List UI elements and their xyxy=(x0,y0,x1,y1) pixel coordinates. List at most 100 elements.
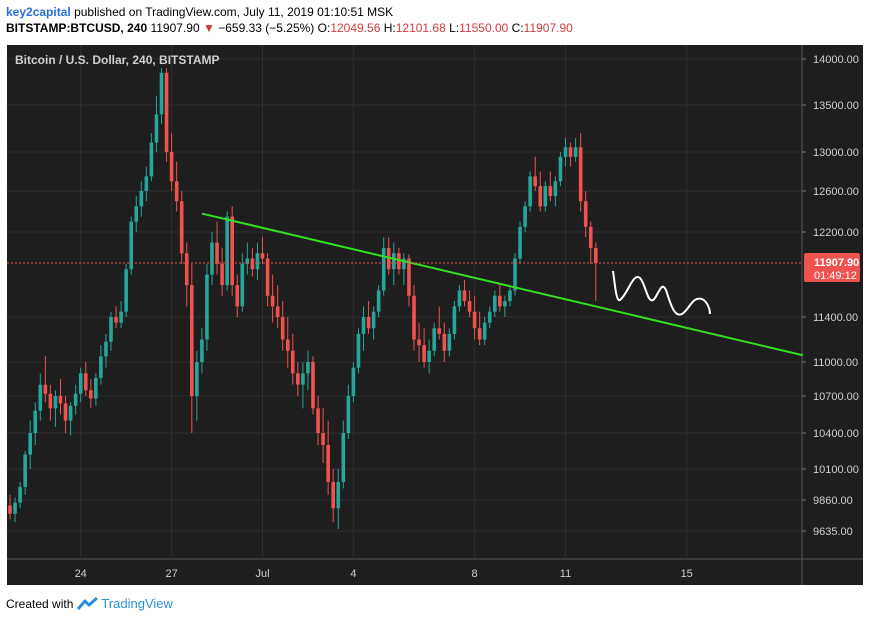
candle-body xyxy=(543,186,548,207)
candle-body xyxy=(179,201,184,254)
candle-body xyxy=(230,216,234,286)
candle-body xyxy=(457,290,462,307)
y-tick-label: 10700.00 xyxy=(813,391,859,403)
candlestick-chart[interactable]: 9635.00 9860.00 10100.00 10400.00 10700.00 11… xyxy=(0,44,878,588)
candle-body xyxy=(159,72,164,115)
candle-body xyxy=(452,306,457,334)
last-price-tag xyxy=(804,253,860,283)
x-tick-label: 15 xyxy=(681,568,693,580)
candle-body xyxy=(351,367,356,396)
candle-body xyxy=(99,356,103,378)
candle-body xyxy=(371,311,376,329)
candle-body xyxy=(13,502,17,514)
candle-body xyxy=(23,454,27,488)
triangle-down-icon: ▼ xyxy=(202,21,215,35)
candle-body xyxy=(588,226,593,248)
candle-body xyxy=(482,322,487,340)
y-tick-label: 13000.00 xyxy=(813,147,859,159)
candle-body xyxy=(311,362,315,409)
candle-body xyxy=(83,373,88,391)
candle-body xyxy=(8,505,12,514)
candle-body xyxy=(583,201,588,227)
ohlc-line: BITSTAMP:BTCUSD, 240 11907.90 ▼ −659.33 … xyxy=(6,20,876,36)
y-tick-label: 13500.00 xyxy=(813,100,859,112)
candle-body xyxy=(306,362,310,374)
change-value: −659.33 (−5.25%) xyxy=(218,21,315,35)
candle-body xyxy=(184,253,189,286)
candle-body xyxy=(220,263,224,286)
candle-body xyxy=(366,317,371,329)
drawings-layer xyxy=(7,212,804,357)
candle-body xyxy=(275,306,280,317)
candles-layer xyxy=(8,68,598,529)
projection-wave xyxy=(612,270,711,316)
candle-body xyxy=(331,481,335,509)
candle-body xyxy=(265,258,270,296)
x-tick-label: 27 xyxy=(165,568,177,580)
candle-body xyxy=(68,405,73,421)
trendline xyxy=(201,212,804,357)
y-tick-label: 12600.00 xyxy=(813,186,859,198)
last-price-label: 11907.90 xyxy=(814,257,859,269)
candle-body xyxy=(442,333,447,351)
y-tick-label: 12200.00 xyxy=(813,227,859,239)
candle-body xyxy=(498,295,502,307)
candle-body xyxy=(280,317,285,340)
candle-body xyxy=(326,445,330,482)
candle-body xyxy=(89,390,93,399)
high-label: H: xyxy=(383,21,396,35)
y-tick-label: 9860.00 xyxy=(813,495,853,507)
candle-body xyxy=(149,142,154,177)
candle-body xyxy=(270,295,275,307)
open-label: O: xyxy=(317,21,331,35)
x-tick-label: 8 xyxy=(472,568,478,580)
candle-body xyxy=(73,393,78,406)
candle-body xyxy=(235,285,240,307)
candle-body xyxy=(432,328,436,351)
tradingview-logo-icon xyxy=(77,596,99,610)
candle-body xyxy=(321,433,325,445)
candle-body xyxy=(412,295,416,340)
candle-body xyxy=(402,258,406,270)
chart-header: key2capital published on TradingView.com… xyxy=(6,4,876,36)
candle-body xyxy=(548,186,553,197)
candle-body xyxy=(346,396,351,433)
candle-body xyxy=(296,373,300,385)
candle-body xyxy=(523,206,527,227)
author-link[interactable]: key2capital xyxy=(6,5,71,19)
candle-body xyxy=(48,393,53,409)
candle-body xyxy=(94,377,98,399)
candle-body xyxy=(503,301,507,307)
candle-body xyxy=(250,258,255,270)
candle-body xyxy=(291,350,295,374)
price-axis[interactable] xyxy=(802,45,863,559)
tradingview-link[interactable]: TradingView xyxy=(77,596,173,611)
candle-body xyxy=(109,317,113,342)
time-axis[interactable] xyxy=(7,559,863,585)
candle-body xyxy=(361,317,366,334)
candle-body xyxy=(104,341,108,357)
candle-body xyxy=(154,114,159,143)
candle-body xyxy=(18,487,22,503)
candle-body xyxy=(240,263,245,307)
candle-body xyxy=(397,253,401,270)
candle-body xyxy=(533,176,537,187)
y-tick-label: 11000.00 xyxy=(813,357,858,369)
publish-line: key2capital published on TradingView.com… xyxy=(6,4,876,20)
candle-body xyxy=(553,181,558,197)
candle-body xyxy=(513,258,517,291)
candle-body xyxy=(462,290,467,302)
y-tick-label: 10400.00 xyxy=(813,428,859,440)
high-value: 12101.68 xyxy=(395,21,446,35)
candle-body xyxy=(195,362,199,396)
y-tick-label: 11400.00 xyxy=(813,312,858,324)
candle-body xyxy=(381,247,386,291)
candle-body xyxy=(174,181,179,202)
candle-body xyxy=(594,247,598,264)
candle-body xyxy=(356,333,361,368)
candle-body xyxy=(392,253,396,270)
candle-body xyxy=(472,311,477,329)
y-axis-labels: 9635.00 9860.00 10100.00 10400.00 10700.00 11… xyxy=(802,54,860,538)
candle-body xyxy=(119,311,123,323)
candle-body xyxy=(33,410,38,433)
